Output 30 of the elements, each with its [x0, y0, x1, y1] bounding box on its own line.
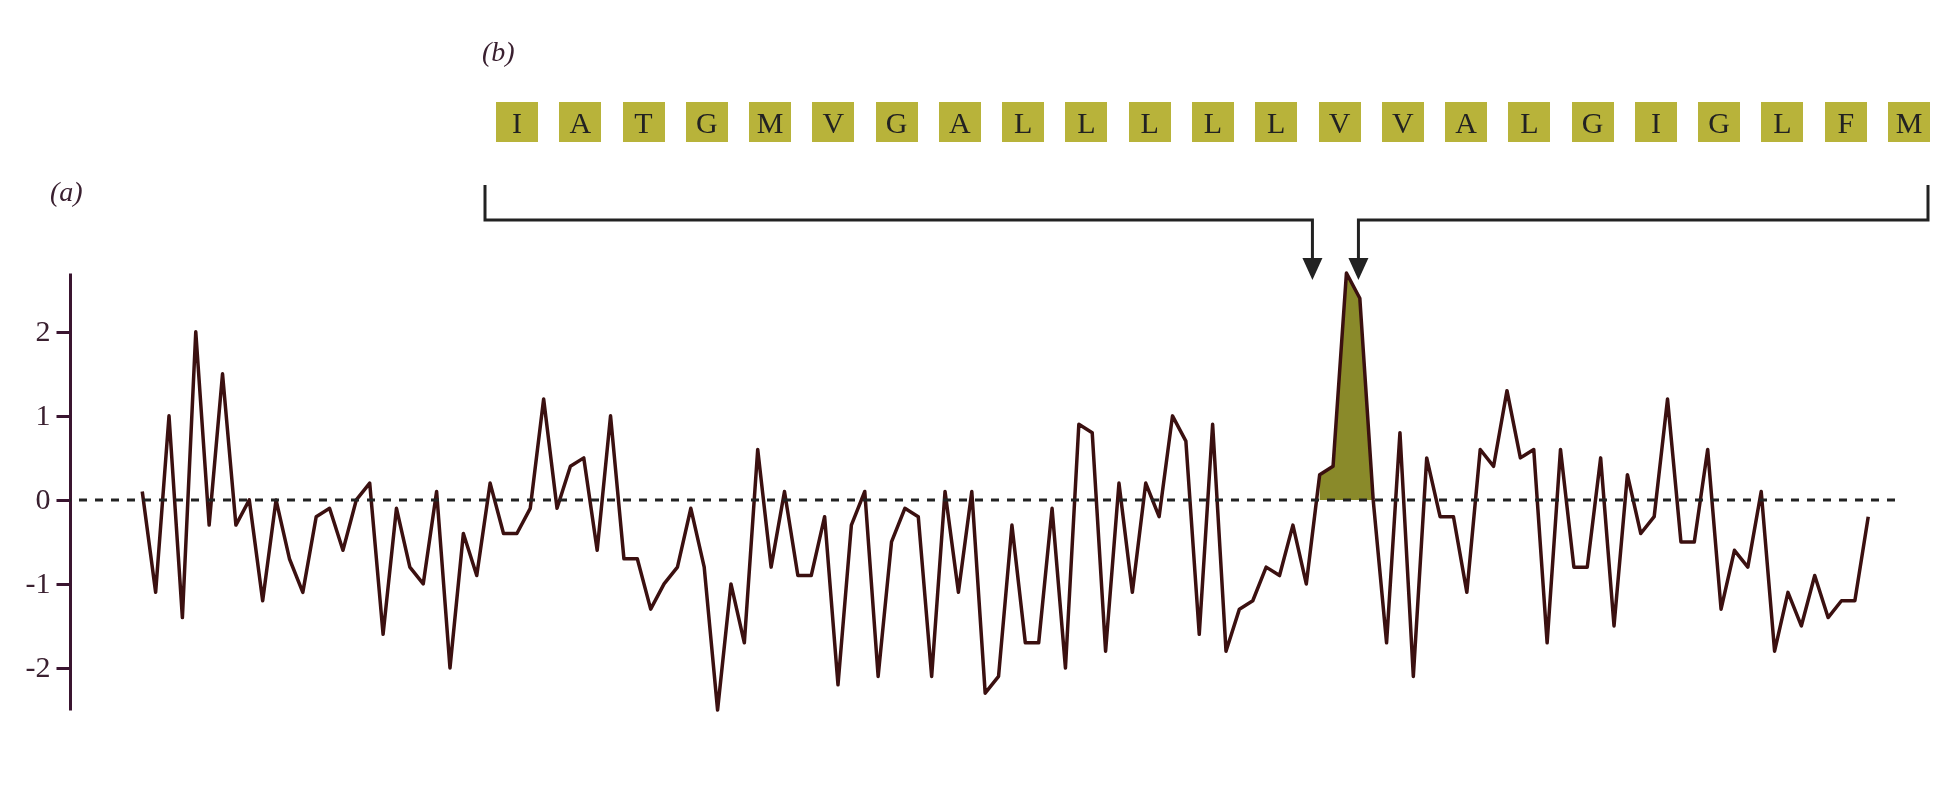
text: A — [1445, 102, 1488, 142]
y-tick-label: -1 — [25, 566, 51, 600]
text: (a) — [50, 176, 83, 208]
text: F — [1824, 102, 1867, 142]
text: G — [685, 102, 728, 142]
text: L — [1002, 102, 1045, 142]
text: G — [1571, 102, 1614, 142]
text: V — [812, 102, 855, 142]
y-tick-label: -2 — [25, 650, 51, 684]
text: V — [1381, 102, 1424, 142]
text: M — [749, 102, 792, 142]
text: G — [1698, 102, 1741, 142]
text: (b) — [482, 36, 515, 68]
text: I — [496, 102, 538, 142]
text: L — [1761, 102, 1804, 142]
y-tick-label: 2 — [35, 314, 51, 348]
text: L — [1508, 102, 1551, 142]
text: T — [622, 102, 665, 142]
y-tick-label: 0 — [35, 482, 51, 516]
text: L — [1255, 102, 1298, 142]
text: A — [559, 102, 602, 142]
text: L — [1065, 102, 1108, 142]
text: M — [1888, 102, 1930, 142]
text: V — [1318, 102, 1361, 142]
y-tick-label: 1 — [35, 398, 51, 432]
text: G — [875, 102, 918, 142]
text: I — [1634, 102, 1677, 142]
text: A — [938, 102, 981, 142]
text: L — [1192, 102, 1234, 142]
text: L — [1128, 102, 1171, 142]
